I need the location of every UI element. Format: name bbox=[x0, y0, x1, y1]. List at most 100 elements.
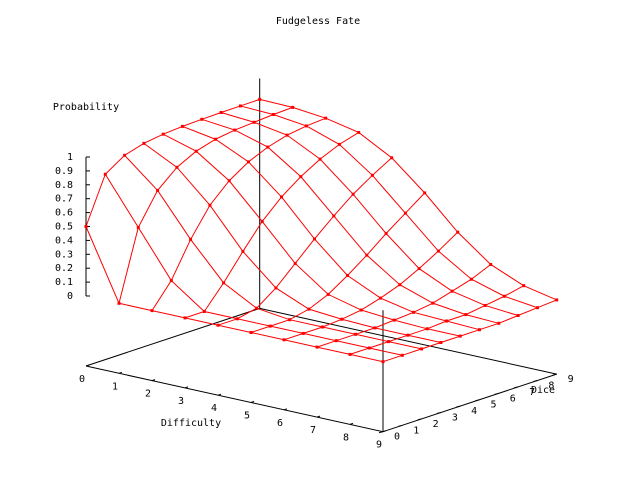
surface-column-line bbox=[349, 285, 524, 355]
surface-point bbox=[398, 283, 402, 287]
surface-point bbox=[208, 203, 212, 207]
surface-point bbox=[522, 284, 526, 288]
surface-point bbox=[156, 188, 160, 192]
surface-point bbox=[403, 211, 407, 215]
x-tick bbox=[217, 393, 222, 396]
surface-point bbox=[84, 225, 88, 228]
y-axis-label: Dice bbox=[531, 385, 555, 396]
surface-point bbox=[431, 301, 435, 305]
surface-point bbox=[555, 298, 559, 302]
x-tick-label: 0 bbox=[79, 374, 85, 385]
surface-point bbox=[175, 165, 179, 169]
surface-point bbox=[406, 333, 410, 337]
surface-point bbox=[420, 347, 424, 351]
x-tick-label: 7 bbox=[310, 425, 316, 436]
surface-point bbox=[266, 145, 270, 149]
surface-point bbox=[307, 307, 311, 311]
floor-back-right-edge bbox=[259, 307, 557, 375]
y-tick bbox=[552, 373, 557, 376]
surface-point bbox=[324, 116, 328, 120]
surface-point bbox=[502, 294, 506, 298]
x-tick-label: 8 bbox=[343, 432, 349, 443]
z-tick-label: 0.7 bbox=[55, 194, 73, 205]
y-tick bbox=[436, 412, 442, 414]
surface-point bbox=[516, 314, 520, 318]
z-tick-label: 0.9 bbox=[55, 166, 73, 177]
y-tick bbox=[533, 380, 538, 382]
surface-column-line bbox=[85, 98, 260, 227]
surface-row-line bbox=[220, 111, 519, 316]
y-tick-label: 9 bbox=[568, 374, 574, 385]
surface-point bbox=[299, 175, 303, 179]
surface-point bbox=[417, 267, 421, 271]
surface-point bbox=[304, 124, 308, 128]
surface-point bbox=[384, 231, 388, 235]
x-tick bbox=[283, 408, 288, 411]
surface-point bbox=[219, 110, 223, 114]
surface-point bbox=[412, 310, 415, 314]
surface-point bbox=[301, 331, 305, 335]
z-tick-label: 0.5 bbox=[55, 222, 73, 233]
x-tick bbox=[118, 371, 123, 374]
surface-point bbox=[387, 340, 391, 344]
x-tick-label: 2 bbox=[145, 389, 151, 400]
chart-title: Fudgeless Fate bbox=[276, 16, 360, 27]
surface-column-line bbox=[217, 157, 393, 326]
surface-point bbox=[200, 117, 204, 121]
z-tick-label: 0.2 bbox=[55, 263, 73, 274]
surface-point bbox=[291, 105, 295, 109]
surface-point bbox=[313, 237, 316, 241]
surface-row-line bbox=[104, 173, 403, 356]
surface-point bbox=[222, 281, 226, 285]
surface-point bbox=[233, 128, 237, 132]
surface-point bbox=[370, 173, 374, 177]
surface-point bbox=[282, 338, 286, 342]
surface-column-line bbox=[118, 106, 293, 304]
surface-point bbox=[456, 230, 460, 234]
x-tick-label: 1 bbox=[112, 381, 118, 392]
surface-column-line bbox=[184, 131, 359, 319]
y-tick bbox=[398, 424, 403, 427]
surface-point bbox=[348, 352, 352, 356]
surface-point bbox=[252, 120, 256, 124]
surface-row-line bbox=[85, 226, 384, 363]
surface-point bbox=[293, 261, 297, 265]
surface-point bbox=[400, 353, 404, 357]
y-tick bbox=[456, 405, 461, 408]
y-tick-label: 1 bbox=[413, 425, 419, 436]
y-tick bbox=[494, 392, 499, 395]
surface-point bbox=[445, 319, 448, 323]
y-tick-label: 0 bbox=[394, 432, 400, 443]
y-tick-label: 5 bbox=[490, 400, 496, 411]
surface-point bbox=[271, 112, 275, 116]
surface-point bbox=[535, 306, 539, 310]
surface-point bbox=[357, 130, 361, 134]
x-tick-label: 9 bbox=[376, 440, 382, 451]
z-axis-label: Probability bbox=[53, 102, 119, 113]
surface-point bbox=[332, 214, 336, 218]
surface-point bbox=[439, 341, 443, 344]
surface-column-line bbox=[316, 264, 492, 348]
surface-point bbox=[489, 262, 493, 266]
surface-point bbox=[249, 331, 253, 334]
surface-row-line bbox=[240, 105, 538, 309]
y-tick-label: 4 bbox=[471, 406, 477, 417]
surface-point bbox=[346, 273, 349, 277]
surface-column-line bbox=[151, 117, 326, 311]
surface-point bbox=[337, 142, 341, 146]
surface-point bbox=[464, 313, 468, 317]
y-tick bbox=[475, 399, 480, 402]
surface-point bbox=[469, 277, 473, 281]
y-tick-label: 8 bbox=[548, 381, 554, 392]
surface-point bbox=[150, 309, 154, 313]
surface-point bbox=[483, 303, 487, 307]
z-tick-label: 0.6 bbox=[55, 208, 73, 219]
axis-box bbox=[85, 78, 557, 433]
surface-point bbox=[354, 332, 358, 336]
y-tick bbox=[378, 431, 384, 434]
surface-point bbox=[478, 328, 481, 332]
y-tick bbox=[513, 386, 519, 389]
axis-ticks: 0 1 2 3 4 5 6 7 8 9 0 1 2 3 4 5 6 7 8 9 0 0.1 0.2 0.3 0.4 0.5 0.6 0… bbox=[55, 152, 574, 451]
surface-point bbox=[392, 318, 396, 322]
x-tick bbox=[316, 415, 321, 418]
